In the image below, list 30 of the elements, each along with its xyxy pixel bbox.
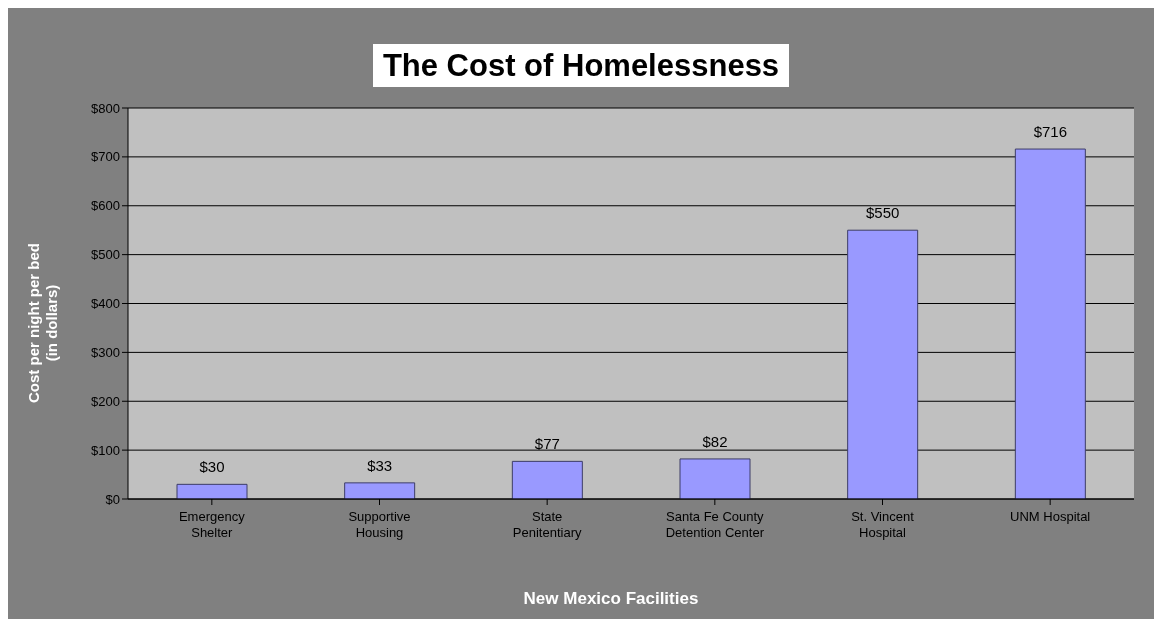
- x-tick-label: Santa Fe County Detention Center: [665, 509, 765, 540]
- data-label: $716: [1033, 123, 1068, 141]
- y-tick-label: $500: [91, 247, 120, 263]
- x-tick-label: UNM Hospital: [1010, 509, 1091, 524]
- x-tick-label: St. Vincent Hospital: [851, 509, 915, 540]
- bar: [1014, 148, 1086, 499]
- y-tick-label: $0: [105, 491, 120, 507]
- bar: [847, 229, 919, 499]
- y-axis-title: Cost per night per bed (in dollars): [25, 242, 61, 405]
- bar: [679, 458, 751, 499]
- x-tick-label: State Penitentiary: [512, 509, 582, 540]
- y-tick-label: $600: [91, 198, 120, 214]
- bar: [344, 482, 416, 499]
- x-tick-label: Emergency Shelter: [178, 509, 246, 540]
- data-label: $82: [702, 432, 728, 450]
- y-tick-label: $700: [91, 149, 120, 165]
- bar: [176, 483, 248, 499]
- y-tick-label: $400: [91, 296, 120, 312]
- y-tick-label: $100: [91, 442, 120, 458]
- data-label: $30: [199, 458, 225, 476]
- y-tick-label: $800: [91, 100, 120, 116]
- y-tick-label: $300: [91, 344, 120, 360]
- data-label: $77: [534, 435, 560, 453]
- data-label: $33: [367, 456, 393, 474]
- y-tick-label: $200: [91, 393, 120, 409]
- bar: [511, 460, 583, 499]
- data-label: $550: [865, 204, 900, 222]
- chart-title: The Cost of Homelessness: [372, 44, 790, 87]
- x-axis-title: New Mexico Facilities: [522, 589, 700, 609]
- x-tick-label: Supportive Housing: [348, 509, 411, 540]
